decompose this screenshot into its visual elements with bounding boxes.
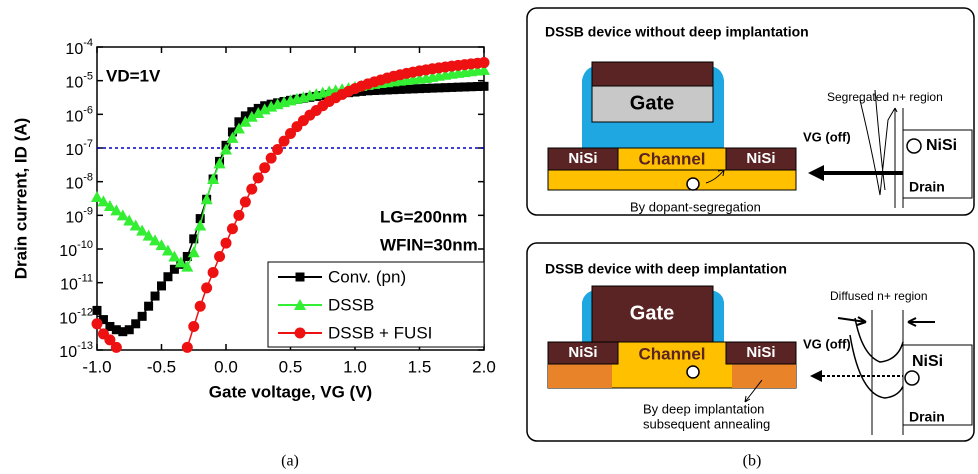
- drain-label: Drain: [909, 179, 945, 195]
- note: By deep implantation: [643, 401, 764, 416]
- channel-label: Channel: [638, 344, 705, 363]
- x-tick-label: 2.0: [472, 357, 496, 376]
- caption: (a): [281, 453, 299, 470]
- region-label: Segregated n+ region: [827, 90, 943, 104]
- carrier: [905, 371, 919, 385]
- vg-label: VG (off): [803, 129, 851, 144]
- legend-label: Conv. (pn): [328, 267, 406, 286]
- marker: [480, 82, 489, 91]
- y-tick-label: 10-9: [65, 205, 93, 226]
- x-tick-label: 0.5: [279, 357, 303, 376]
- y-tick-label: 10-10: [59, 239, 93, 260]
- marker: [253, 172, 264, 183]
- nisi-label: NiSi: [746, 344, 775, 361]
- nisi-label: NiSi: [568, 150, 597, 167]
- marker: [208, 267, 219, 278]
- x-tick-label: 1.5: [408, 357, 432, 376]
- drain-label: Drain: [909, 409, 945, 425]
- note: By dopant-segregation: [630, 199, 761, 214]
- marker: [214, 251, 225, 262]
- marker: [182, 342, 193, 353]
- legend-marker: [295, 328, 306, 339]
- y-tick-label: 10-5: [65, 71, 93, 92]
- gate-label: Gate: [630, 92, 674, 114]
- legend-marker: [296, 273, 305, 282]
- annotation: VD=1V: [106, 66, 161, 85]
- annotation: LG=200nm: [380, 207, 467, 226]
- marker: [246, 184, 257, 195]
- y-tick-label: 10-7: [65, 138, 93, 159]
- x-tick-label: 0.0: [214, 357, 238, 376]
- contact-label: NiSi: [926, 137, 957, 154]
- marker: [151, 292, 160, 301]
- panel: DSSB device with deep implantation Gate …: [527, 243, 974, 441]
- carrier: [687, 366, 699, 378]
- caption: (b): [743, 453, 762, 470]
- marker: [479, 57, 490, 68]
- marker: [227, 223, 238, 234]
- marker: [144, 302, 153, 311]
- note: subsequent annealing: [643, 416, 770, 431]
- marker: [195, 301, 206, 312]
- marker: [188, 321, 199, 332]
- x-tick-label: -0.5: [147, 357, 176, 376]
- region-label: Diffused n+ region: [830, 289, 928, 303]
- x-axis-label: Gate voltage, VG (V): [209, 382, 372, 401]
- y-tick-label: 10-4: [65, 37, 93, 58]
- annotation: WFIN=30nm: [380, 235, 478, 254]
- chart: 10-4 10-5 10-6 10-7 10-8 10-9 10-10 10-11 10-12 1…: [11, 37, 495, 402]
- nisi-label: NiSi: [568, 344, 597, 361]
- contact-label: NiSi: [912, 353, 943, 370]
- y-tick-label: 10-6: [65, 104, 93, 125]
- marker: [201, 282, 212, 293]
- marker: [138, 312, 147, 321]
- x-tick-label: -1.0: [82, 357, 111, 376]
- carrier: [907, 139, 921, 153]
- legend-label: DSSB: [328, 295, 374, 314]
- legend-label: DSSB + FUSI: [328, 323, 432, 342]
- marker: [92, 318, 103, 329]
- x-tick-label: 1.0: [343, 357, 367, 376]
- vg-label: VG (off): [803, 336, 851, 351]
- gate-cap: [592, 62, 713, 86]
- marker: [157, 281, 166, 290]
- y-tick-label: 10-8: [65, 172, 93, 193]
- gate-label: Gate: [630, 302, 674, 324]
- y-tick-label: 10-12: [59, 306, 93, 327]
- y-axis-label: Drain current, ID (A): [11, 118, 30, 280]
- channel-label: Channel: [638, 149, 705, 168]
- marker: [233, 210, 244, 221]
- panel-title: DSSB device without deep implantation: [545, 24, 809, 40]
- marker: [93, 306, 102, 315]
- figure: 10-4 10-5 10-6 10-7 10-8 10-9 10-10 10-11 10-12 1…: [0, 0, 978, 474]
- carrier: [687, 178, 699, 190]
- marker: [240, 196, 251, 207]
- nisi-label: NiSi: [746, 150, 775, 167]
- marker: [111, 342, 122, 353]
- marker: [221, 238, 232, 249]
- y-tick-label: 10-11: [60, 273, 93, 294]
- panel-title: DSSB device with deep implantation: [545, 261, 787, 277]
- panel: DSSB device without deep implantation Ga…: [527, 8, 974, 215]
- marker: [259, 162, 270, 173]
- substrate: [548, 168, 796, 190]
